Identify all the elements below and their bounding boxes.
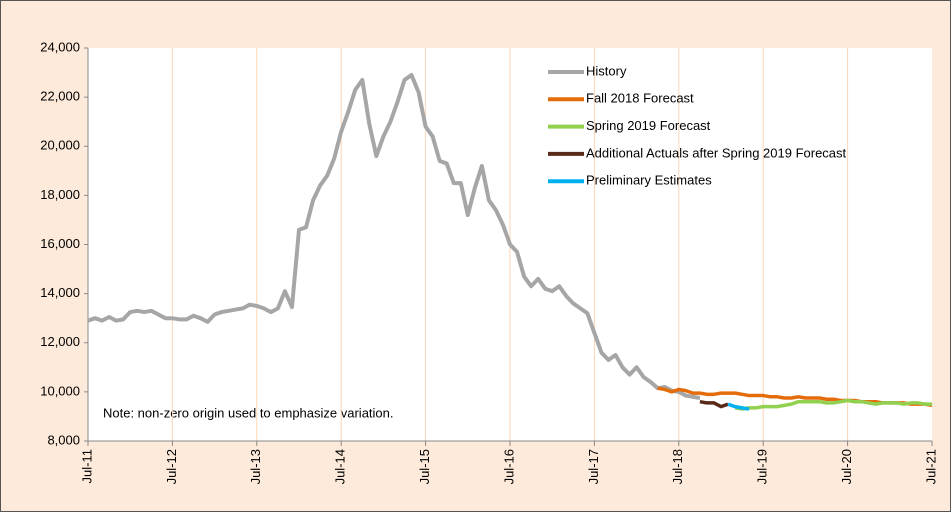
y-tick-label: 22,000 bbox=[40, 89, 80, 104]
legend-label: Additional Actuals after Spring 2019 For… bbox=[586, 145, 847, 160]
x-tick-label: Jul-17 bbox=[586, 449, 601, 484]
x-tick-label: Jul-18 bbox=[670, 449, 685, 484]
y-tick-label: 24,000 bbox=[40, 39, 80, 54]
x-tick-label: Jul-19 bbox=[755, 449, 770, 484]
y-tick-label: 18,000 bbox=[40, 187, 80, 202]
y-tick-label: 14,000 bbox=[40, 285, 80, 300]
x-tick-label: Jul-20 bbox=[839, 449, 854, 484]
series-line bbox=[734, 398, 932, 411]
x-tick-label: Jul-15 bbox=[417, 449, 432, 484]
legend-label: Spring 2019 Forecast bbox=[586, 118, 711, 133]
y-tick-label: 12,000 bbox=[40, 334, 80, 349]
x-tick-label: Jul-16 bbox=[501, 449, 516, 484]
y-tick-label: 10,000 bbox=[40, 383, 80, 398]
series-line bbox=[87, 73, 701, 400]
x-tick-label: Jul-11 bbox=[79, 449, 94, 483]
y-tick-label: 8,000 bbox=[47, 432, 80, 447]
x-tick-label: Jul-13 bbox=[248, 449, 263, 484]
annotation: Note: non-zero origin used to emphasize … bbox=[103, 405, 394, 420]
y-tick-label: 20,000 bbox=[40, 138, 80, 153]
x-tick-label: Jul-21 bbox=[923, 449, 938, 484]
legend-label: Preliminary Estimates bbox=[586, 173, 712, 188]
x-tick-label: Jul-14 bbox=[333, 449, 348, 484]
x-tick-label: Jul-12 bbox=[164, 449, 179, 484]
y-tick-label: 16,000 bbox=[40, 236, 80, 251]
legend-label: History bbox=[586, 63, 627, 78]
series-line bbox=[727, 402, 750, 411]
legend-label: Fall 2018 Forecast bbox=[586, 91, 694, 106]
series-line bbox=[699, 399, 729, 409]
